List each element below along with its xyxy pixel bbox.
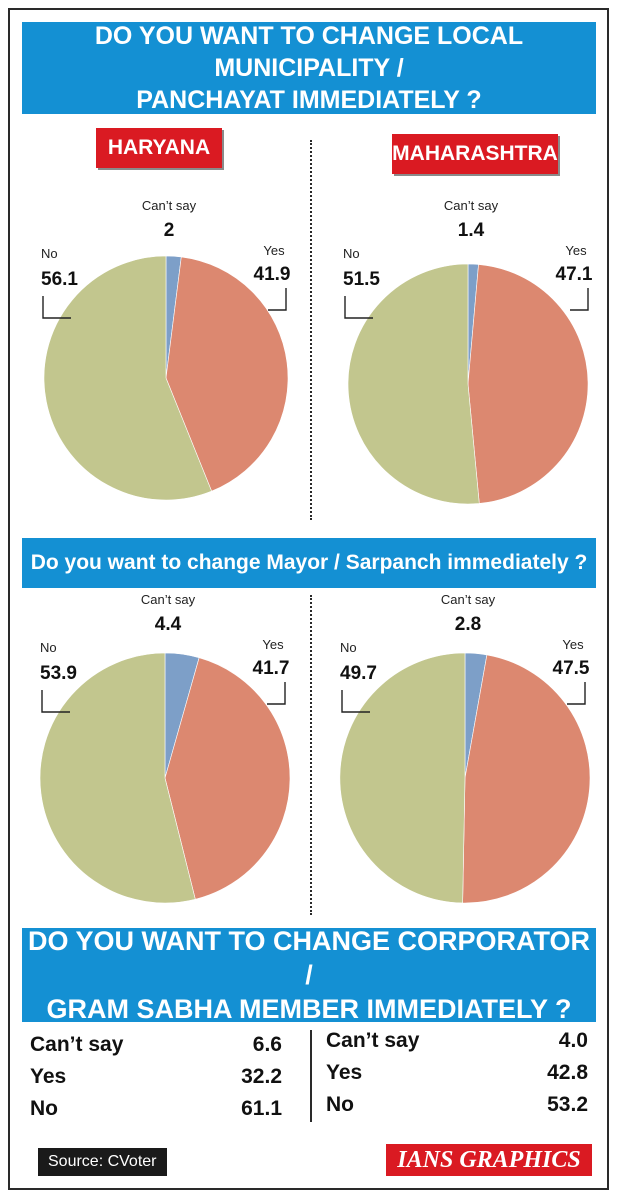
pie-leader-no <box>344 296 373 319</box>
table-row: Yes 42.8 <box>326 1058 588 1088</box>
row-value: 6.6 <box>252 1033 282 1056</box>
question-1-line-2: PANCHAYAT IMMEDIATELY ? <box>136 86 482 114</box>
pie-slice-yes <box>467 264 589 504</box>
pie-value-yes: 41.7 <box>253 658 290 679</box>
row-label: Yes <box>30 1065 67 1088</box>
table-row: Yes 32.2 <box>30 1062 282 1092</box>
pie-leader-no <box>341 690 370 713</box>
credit-logo: IANS GRAPHICS <box>386 1144 592 1176</box>
pie-label-yes: Yes <box>562 637 584 652</box>
row-label: Can’t say <box>30 1033 124 1056</box>
table-divider <box>310 1030 312 1122</box>
row-label: Yes <box>326 1061 363 1084</box>
pie-slice-no <box>39 652 196 904</box>
question-1-banner: DO YOU WANT TO CHANGE LOCAL MUNICIPALITY… <box>22 22 596 114</box>
table-row: Can’t say 6.6 <box>30 1030 282 1060</box>
pie-value-cant-say: 1.4 <box>458 220 485 241</box>
pie-leader-yes <box>267 682 286 705</box>
pie-slice-yes <box>164 657 291 900</box>
pie-value-cant-say: 2.8 <box>455 614 481 635</box>
pie-value-no: 49.7 <box>340 663 377 684</box>
question-2-banner: Do you want to change Mayor / Sarpanch i… <box>22 538 596 588</box>
pie-slice-yes <box>165 256 289 492</box>
pie-label-no: No <box>343 246 360 261</box>
state-tag-maharashtra: MAHARASHTRA <box>392 134 558 174</box>
table-maharashtra: Can’t say 4.0 Yes 42.8 No 53.2 <box>326 1026 588 1126</box>
pie-label-cant-say: Can’t say <box>141 592 196 607</box>
row-label: No <box>326 1093 354 1116</box>
table-row: No 61.1 <box>30 1094 282 1124</box>
column-divider-middle <box>310 595 312 915</box>
infographic: DO YOU WANT TO CHANGE LOCAL MUNICIPALITY… <box>8 8 609 1190</box>
pie-slice-no <box>43 255 213 501</box>
row-value: 32.2 <box>241 1065 282 1088</box>
pie-label-no: No <box>41 246 58 261</box>
row-label: No <box>30 1097 58 1120</box>
pie-slice-yes <box>462 654 591 904</box>
question-1-line-1: DO YOU WANT TO CHANGE LOCAL MUNICIPALITY… <box>94 22 524 82</box>
pie-slice-no <box>339 652 466 904</box>
pie-value-no: 51.5 <box>343 269 380 290</box>
question-3-banner: DO YOU WANT TO CHANGE CORPORATOR / GRAM … <box>22 926 596 1024</box>
table-row: Can’t say 4.0 <box>326 1026 588 1056</box>
pie-value-cant-say: 2 <box>164 220 175 241</box>
pie-charts: Can’t say 2 Yes 41.9 No 56.1 Can’t say 1.4 Yes 47… <box>39 198 593 904</box>
row-value: 61.1 <box>241 1097 282 1120</box>
row-value: 4.0 <box>558 1029 588 1052</box>
pie-label-yes: Yes <box>262 637 284 652</box>
pie-value-yes: 41.9 <box>254 264 291 285</box>
column-divider-top <box>310 140 312 520</box>
pie-label-yes: Yes <box>263 243 285 258</box>
source-note: Source: CVoter <box>38 1148 167 1176</box>
pie-leader-yes <box>268 288 287 311</box>
row-value: 42.8 <box>547 1061 588 1084</box>
pie-leader-no <box>41 690 70 713</box>
question-3-line-1: DO YOU WANT TO CHANGE CORPORATOR / <box>27 926 591 990</box>
pie-leader-no <box>42 296 71 319</box>
pie-label-cant-say: Can’t say <box>142 198 197 213</box>
table-row: No 53.2 <box>326 1090 588 1120</box>
pie-value-no: 53.9 <box>40 663 77 684</box>
pie-label-no: No <box>340 640 357 655</box>
state-tag-haryana: HARYANA <box>96 128 222 168</box>
pie-label-cant-say: Can’t say <box>441 592 496 607</box>
pie-value-yes: 47.1 <box>556 264 593 285</box>
pie-value-yes: 47.5 <box>553 658 590 679</box>
row-value: 53.2 <box>547 1093 588 1116</box>
pie-value-no: 56.1 <box>41 269 78 290</box>
table-haryana: Can’t say 6.6 Yes 32.2 No 61.1 <box>30 1030 282 1130</box>
row-label: Can’t say <box>326 1029 420 1052</box>
pie-leader-yes <box>570 288 589 311</box>
pie-label-yes: Yes <box>565 243 587 258</box>
question-3-line-2: GRAM SABHA MEMBER IMMEDIATELY ? <box>46 994 572 1024</box>
pie-value-cant-say: 4.4 <box>155 614 182 635</box>
pie-leader-yes <box>567 682 586 705</box>
pie-slice-no <box>347 263 480 505</box>
pie-label-no: No <box>40 640 57 655</box>
question-2-title: Do you want to change Mayor / Sarpanch i… <box>30 551 588 574</box>
pie-label-cant-say: Can’t say <box>444 198 499 213</box>
